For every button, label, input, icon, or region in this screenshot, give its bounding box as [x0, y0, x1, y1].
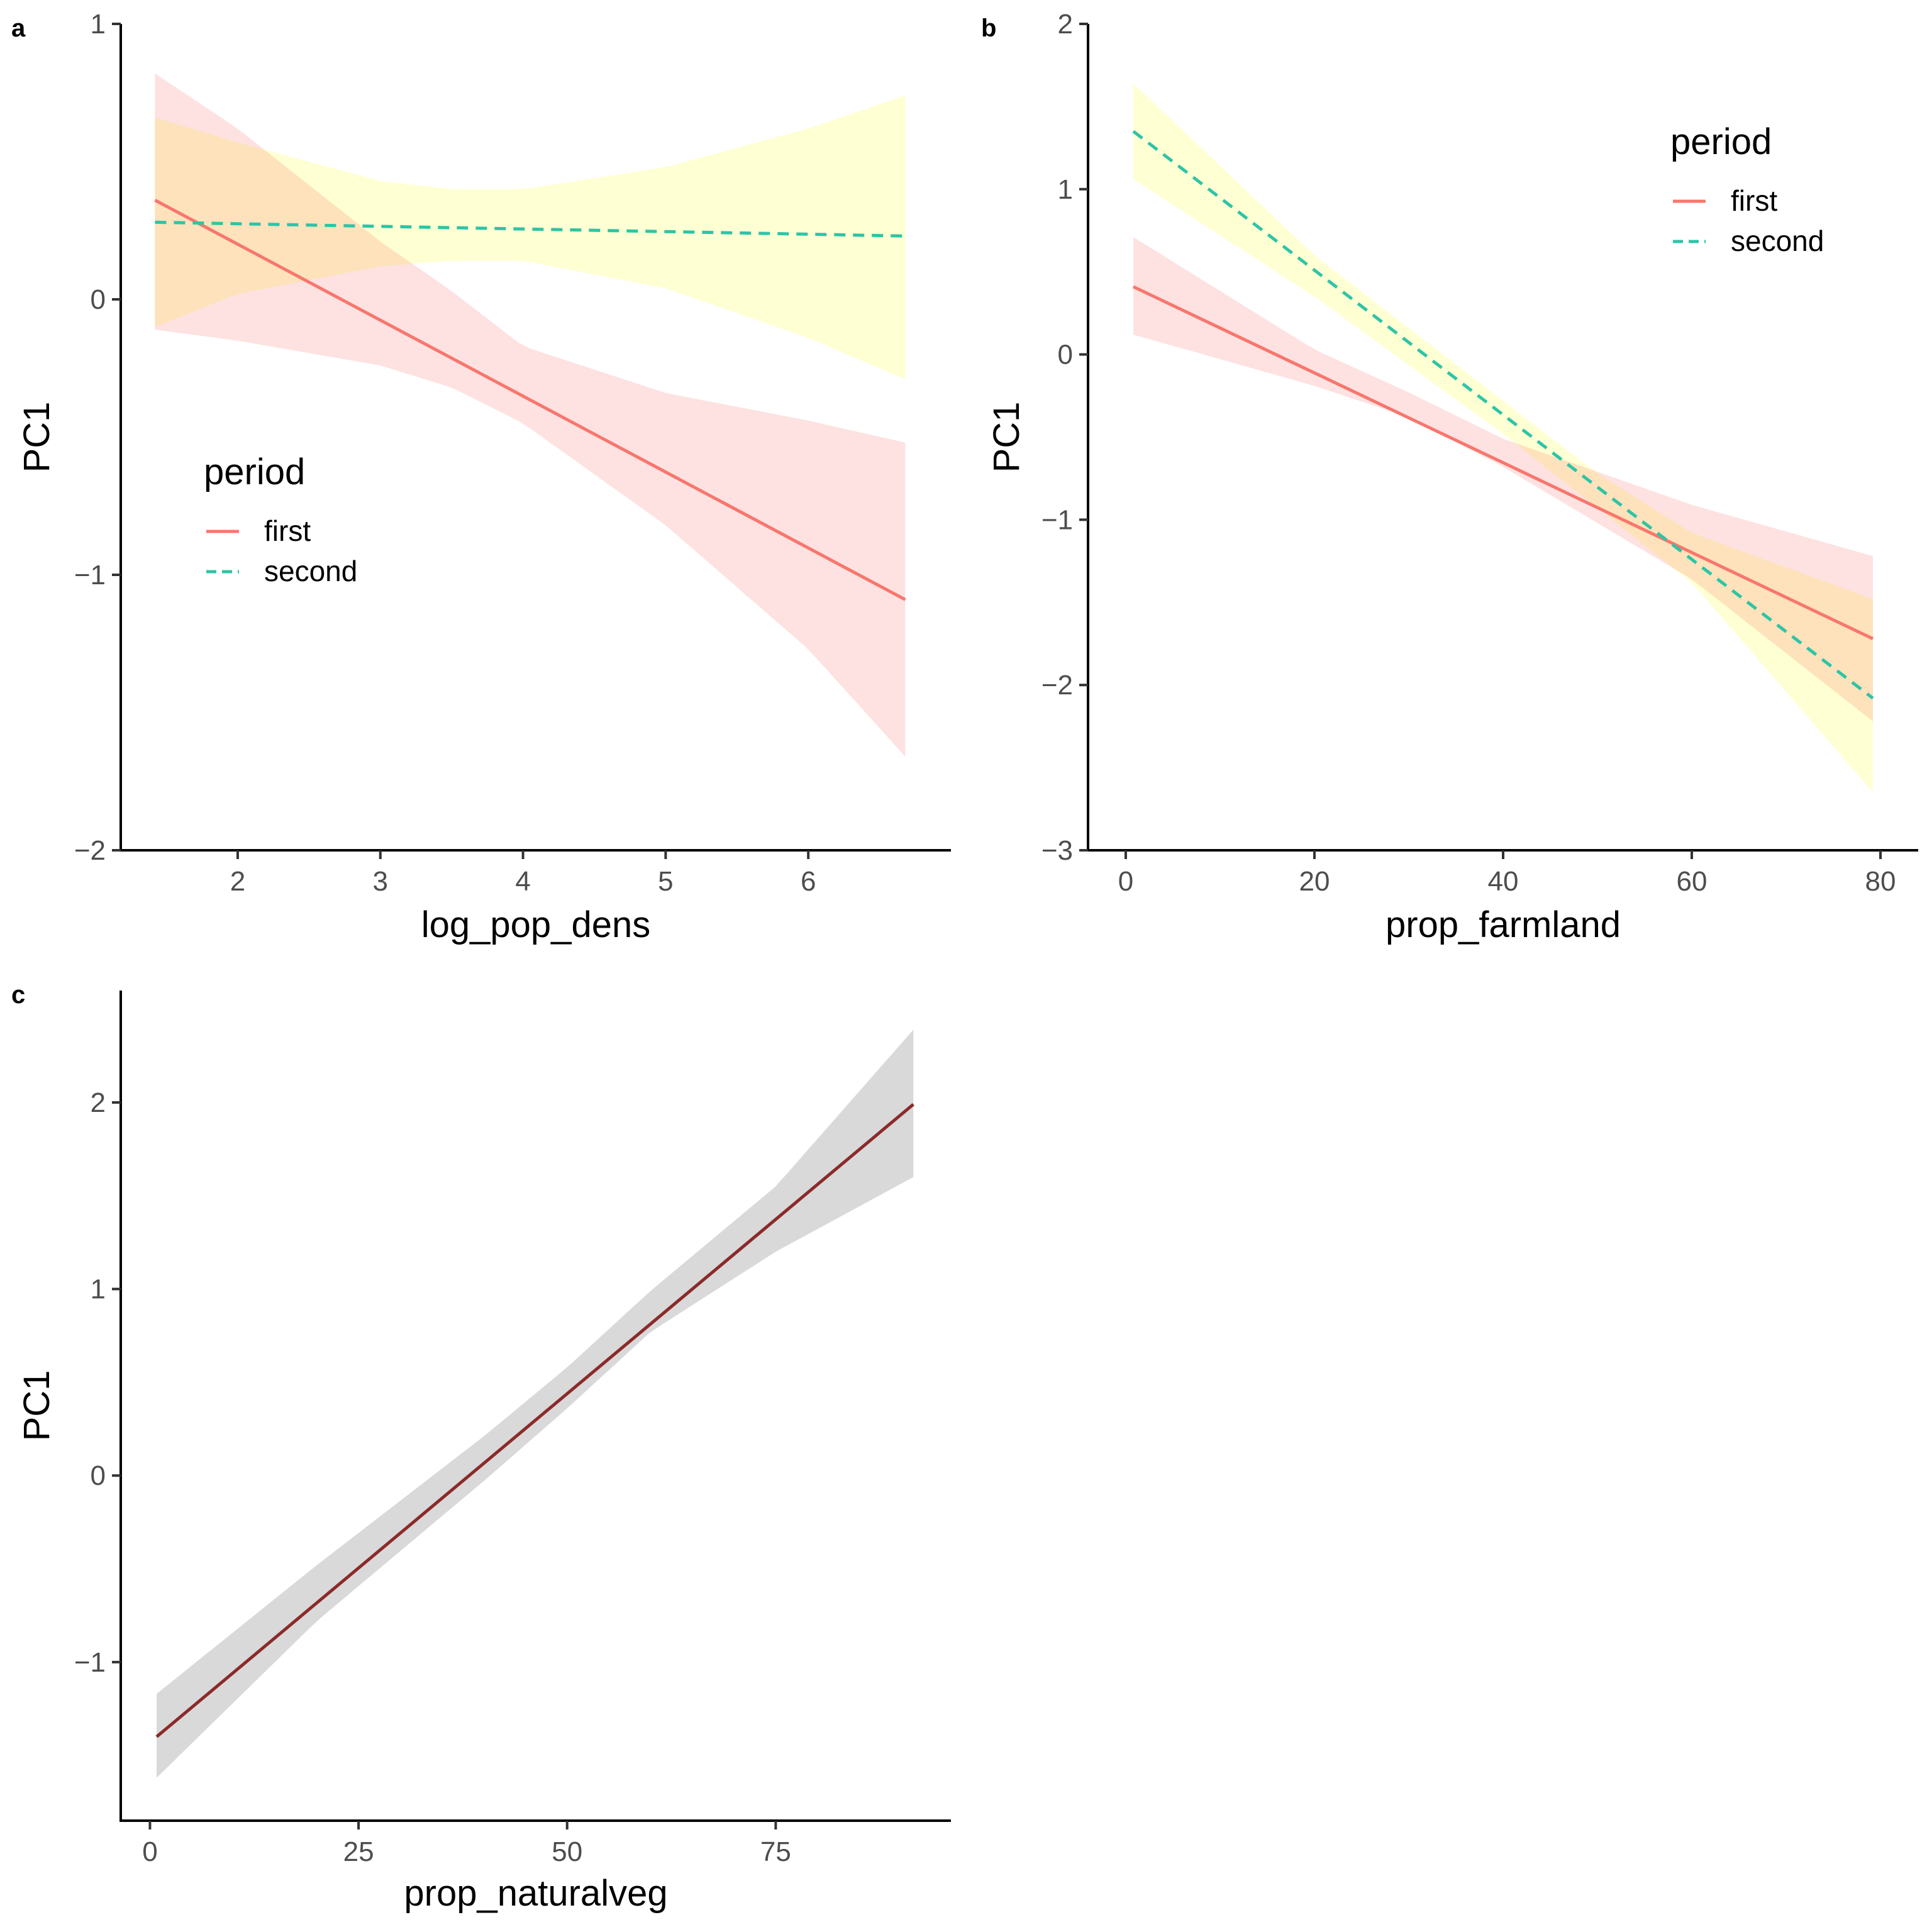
x-tick-label: 50: [552, 1836, 582, 1867]
line-first: [1132, 285, 1874, 640]
x-axis-title: log_pop_dens: [421, 904, 650, 945]
y-tick-label: −1: [1041, 504, 1073, 535]
band-fit: [157, 1030, 914, 1778]
x-tick-label: 3: [373, 866, 388, 897]
y-tick-label: 1: [1058, 174, 1073, 205]
confidence-bands: [157, 1030, 914, 1778]
panel-letter: b: [981, 14, 996, 42]
confidence-bands: [1133, 83, 1873, 793]
panel-letter: c: [11, 981, 25, 1009]
y-tick-label: −2: [1041, 670, 1073, 701]
y-tick-label: 1: [91, 9, 106, 40]
x-tick-label: 40: [1488, 866, 1519, 897]
y-tick-label: 1: [91, 1274, 106, 1305]
legend-label-second: second: [264, 555, 357, 587]
x-tick-label: 0: [142, 1836, 157, 1867]
line-fit: [155, 1103, 914, 1738]
x-axis-title: prop_farmland: [1386, 904, 1621, 945]
y-tick-label: −3: [1041, 835, 1073, 866]
band-second: [155, 95, 906, 379]
panel-a: a −2 −1 0 1 2 3 4 5 6 log_pop_dens PC1 period first se…: [11, 9, 951, 945]
x-axis-title: prop_naturalveg: [404, 1873, 667, 1914]
line-second: [155, 220, 906, 238]
x-tick-label: 5: [658, 866, 673, 897]
y-tick-label: 2: [1058, 9, 1073, 40]
legend: period first second: [204, 452, 357, 587]
y-tick-label: −1: [74, 1647, 106, 1678]
legend-title: period: [1670, 121, 1772, 162]
legend-label-second: second: [1731, 225, 1824, 257]
line-first: [154, 199, 906, 601]
legend-label-first: first: [1731, 184, 1777, 217]
legend: period first second: [1670, 121, 1824, 257]
y-axis-title: PC1: [16, 1370, 57, 1441]
y-axis-title: PC1: [986, 402, 1027, 473]
band-second: [1133, 83, 1873, 793]
confidence-bands: [155, 73, 906, 757]
legend-label-first: first: [264, 514, 311, 547]
y-tick-label: 0: [91, 284, 106, 315]
y-tick-label: 0: [1058, 340, 1073, 370]
x-tick-label: 20: [1299, 866, 1330, 897]
y-tick-label: 0: [91, 1460, 106, 1491]
x-tick-label: 60: [1677, 866, 1708, 897]
x-tick-label: 0: [1118, 866, 1133, 897]
band-first: [1133, 237, 1873, 721]
y-axis-title: PC1: [16, 402, 57, 473]
x-tick-label: 75: [760, 1836, 791, 1867]
panel-c: c −1 0 1 2 0 25 50 75 prop_naturalveg PC1: [11, 981, 951, 1914]
panel-letter: a: [11, 14, 26, 42]
y-tick-label: 2: [91, 1087, 106, 1118]
y-tick-label: −1: [74, 560, 106, 591]
y-tick-label: −2: [74, 835, 106, 866]
line-second: [1132, 130, 1874, 700]
x-tick-label: 6: [801, 866, 816, 897]
x-tick-label: 4: [515, 866, 530, 897]
x-tick-label: 2: [230, 866, 245, 897]
legend-title: period: [204, 452, 305, 492]
x-tick-label: 25: [343, 1836, 374, 1867]
x-tick-label: 80: [1865, 866, 1896, 897]
